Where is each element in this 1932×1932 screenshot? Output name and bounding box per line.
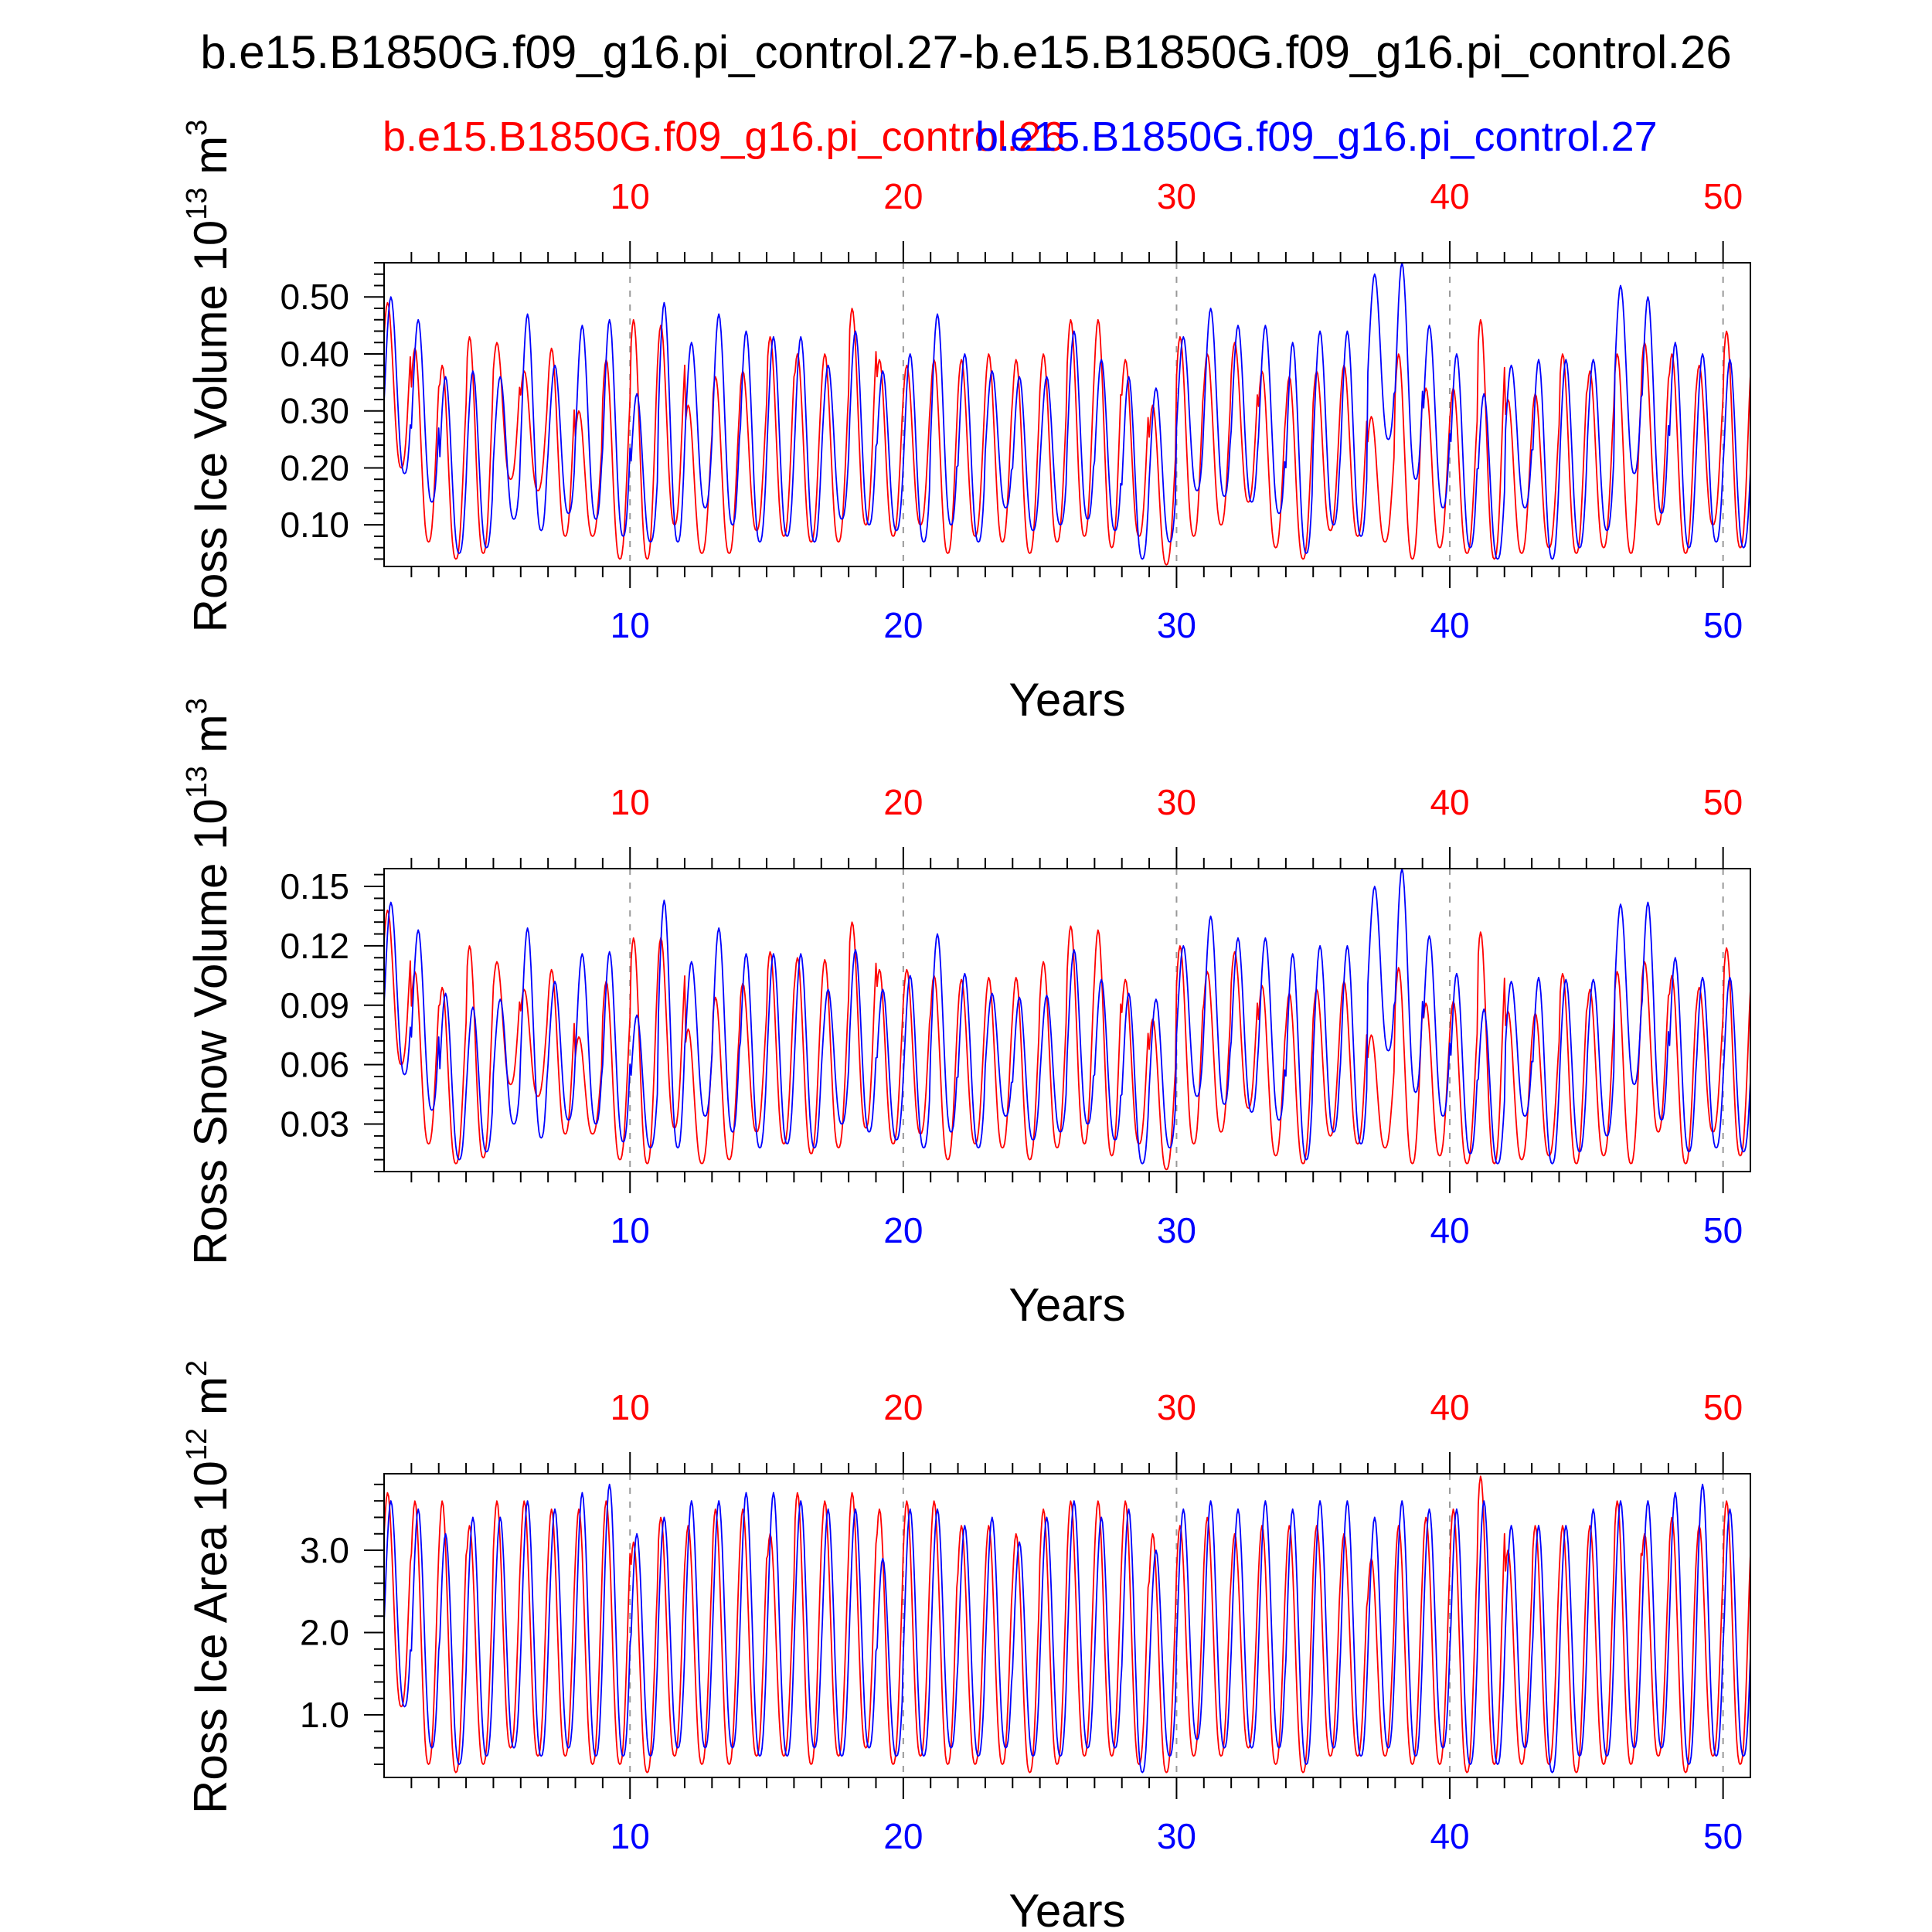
x-tick-label-top-40: 40 (1430, 782, 1469, 822)
x-axis-label: Years (1009, 1885, 1125, 1932)
y-tick-label-0.09: 0.09 (280, 985, 349, 1026)
y-tick-label-0.06: 0.06 (280, 1045, 349, 1085)
x-tick-label-top-10: 10 (611, 176, 650, 216)
x-tick-label-top-40: 40 (1430, 1387, 1469, 1427)
y-tick-label-0.50: 0.50 (280, 277, 349, 317)
x-tick-label-bottom-10: 10 (611, 1816, 650, 1856)
x-tick-label-bottom-30: 30 (1157, 1210, 1196, 1250)
y-axis-label-exp: 12 (181, 1428, 213, 1461)
series-line-blue (383, 868, 1751, 1165)
legend-blue-label: b.e15.B1850G.f09_g16.pi_control.27 (975, 114, 1658, 160)
y-tick-label-0.40: 0.40 (280, 334, 349, 374)
x-tick-label-bottom-30: 30 (1157, 605, 1196, 645)
series-line-red (383, 910, 1751, 1171)
y-tick-label-0.15: 0.15 (280, 866, 349, 906)
y-axis-label-exp: 13 (181, 766, 213, 798)
x-tick-label-top-10: 10 (611, 1387, 650, 1427)
y-tick-label-1.0: 1.0 (300, 1695, 349, 1735)
y-axis-label-unit: m (185, 136, 236, 188)
x-axis-label: Years (1009, 674, 1125, 726)
y-axis-label-unit-exp: 3 (181, 698, 213, 714)
y-axis-label: Ross Ice Area 1012 m2 (181, 1360, 236, 1814)
x-tick-label-top-20: 20 (883, 782, 923, 822)
y-axis-label-main: Ross Ice Area 10 (185, 1461, 236, 1814)
x-tick-label-top-30: 30 (1157, 782, 1196, 822)
y-axis-label-main: Ross Ice Volume 10 (185, 220, 236, 633)
y-axis-label-main: Ross Snow Volume 10 (185, 798, 236, 1265)
legend-red-label: b.e15.B1850G.f09_g16.pi_control.26 (383, 114, 1065, 160)
x-tick-label-top-20: 20 (883, 176, 923, 216)
y-axis-label: Ross Ice Volume 1013 m3 (181, 120, 236, 633)
x-tick-label-bottom-40: 40 (1430, 1210, 1469, 1250)
x-tick-label-bottom-20: 20 (883, 605, 923, 645)
x-tick-label-top-50: 50 (1703, 782, 1743, 822)
y-tick-label-2.0: 2.0 (300, 1613, 349, 1653)
x-tick-label-top-50: 50 (1703, 1387, 1743, 1427)
series-line-red (383, 1475, 1751, 1774)
series-line-blue (383, 1483, 1751, 1774)
y-axis-label-unit-exp: 2 (181, 1360, 213, 1376)
figure-title: b.e15.B1850G.f09_g16.pi_control.27-b.e15… (200, 26, 1732, 78)
panel-ross-snow-volume: 10 10 20 20 30 30 40 40 50 50 0.03 0.06 0.09 0.12 0.15… (181, 698, 1751, 1331)
x-tick-label-bottom-10: 10 (611, 1210, 650, 1250)
x-tick-label-bottom-20: 20 (883, 1210, 923, 1250)
panel-ross-ice-area: 10 10 20 20 30 30 40 40 50 50 1.0 2.0 3.0 Years Ross I… (181, 1360, 1751, 1932)
series-line-red (383, 301, 1751, 566)
y-tick-label-0.20: 0.20 (280, 447, 349, 488)
x-tick-label-top-50: 50 (1703, 176, 1743, 216)
series-line-blue (383, 262, 1751, 560)
y-axis-label: Ross Snow Volume 1013 m3 (181, 698, 236, 1265)
x-tick-label-top-10: 10 (611, 782, 650, 822)
y-tick-label-0.10: 0.10 (280, 505, 349, 545)
y-tick-label-0.03: 0.03 (280, 1104, 349, 1145)
x-tick-label-bottom-50: 50 (1703, 1210, 1743, 1250)
x-tick-label-bottom-10: 10 (611, 605, 650, 645)
x-tick-label-top-20: 20 (883, 1387, 923, 1427)
y-tick-label-3.0: 3.0 (300, 1530, 349, 1570)
y-tick-label-0.30: 0.30 (280, 391, 349, 431)
panel-ross-ice-volume: 10 10 20 20 30 30 40 40 50 50 0.10 0.20 0.30 0.40 0.50… (181, 120, 1751, 726)
x-tick-label-bottom-30: 30 (1157, 1816, 1196, 1856)
y-axis-label-unit: m (185, 1376, 236, 1428)
x-tick-label-top-40: 40 (1430, 176, 1469, 216)
y-axis-label-exp: 13 (181, 187, 213, 219)
x-tick-label-bottom-40: 40 (1430, 1816, 1469, 1856)
x-tick-label-top-30: 30 (1157, 176, 1196, 216)
x-tick-label-bottom-50: 50 (1703, 605, 1743, 645)
x-tick-label-bottom-50: 50 (1703, 1816, 1743, 1856)
x-tick-label-top-30: 30 (1157, 1387, 1196, 1427)
x-tick-label-bottom-40: 40 (1430, 605, 1469, 645)
y-axis-label-unit: m (185, 714, 236, 766)
x-tick-label-bottom-20: 20 (883, 1816, 923, 1856)
y-tick-label-0.12: 0.12 (280, 926, 349, 966)
x-axis-label: Years (1009, 1279, 1125, 1331)
y-axis-label-unit-exp: 3 (181, 120, 213, 136)
